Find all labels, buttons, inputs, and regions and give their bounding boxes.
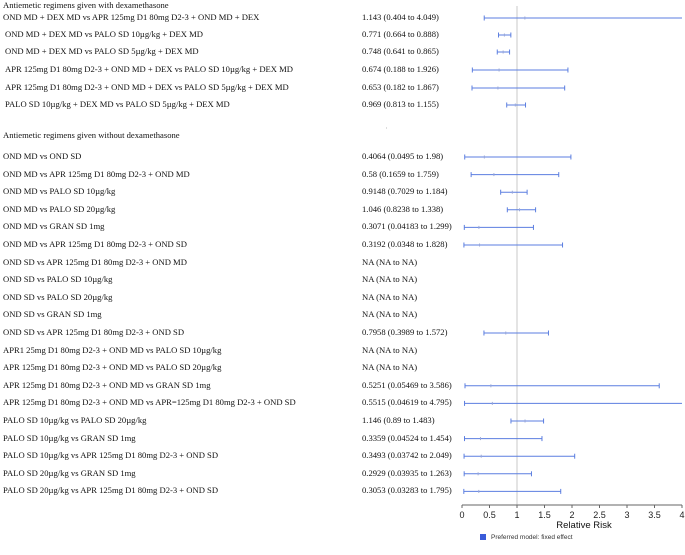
row-label: OND SD vs PALO SD 20µg/kg bbox=[3, 291, 113, 302]
row-label: APR 125mg D1 80mg D2-3 + OND MD vs APR=1… bbox=[3, 397, 296, 408]
row-estimate: 1.146 (0.89 to 1.483) bbox=[362, 415, 435, 425]
row-label: OND MD + DEX MD vs APR 125mg D1 80mg D2-… bbox=[3, 12, 260, 22]
row-estimate: NA (NA to NA) bbox=[362, 344, 418, 355]
row-estimate: 0.771 (0.664 to 0.888) bbox=[362, 29, 439, 39]
legend-swatch bbox=[480, 534, 486, 541]
row-label: OND SD vs GRAN SD 1mg bbox=[3, 309, 102, 320]
row-label: APR 125mg D1 80mg D2-3 + OND MD + DEX vs… bbox=[5, 82, 289, 92]
row-label: PALO SD 10µg/kg vs APR 125mg D1 80mg D2-… bbox=[3, 450, 219, 461]
x-tick-label: 3.5 bbox=[648, 510, 661, 520]
row-estimate: 0.674 (0.188 to 1.926) bbox=[362, 64, 439, 74]
row-estimate: NA (NA to NA) bbox=[362, 362, 418, 373]
row-label: OND MD vs OND SD bbox=[3, 151, 82, 161]
row-estimate: 0.9148 (0.7029 to 1.184) bbox=[362, 186, 448, 197]
row-label: OND MD vs PALO SD 10µg/kg bbox=[3, 186, 116, 197]
row-estimate: 0.4064 (0.0495 to 1.98) bbox=[362, 151, 444, 161]
row-label: OND MD vs PALO SD 20µg/kg bbox=[3, 203, 116, 214]
x-axis-title: Relative Risk bbox=[556, 520, 612, 531]
row-label: PALO SD 10µg/kg vs PALO SD 20µg/kg bbox=[3, 415, 147, 425]
row-estimate: 0.748 (0.641 to 0.865) bbox=[362, 46, 439, 56]
row-label: OND MD + DEX MD vs PALO SD 5µg/kg + DEX … bbox=[5, 46, 199, 56]
x-tick-label: 3 bbox=[624, 510, 629, 520]
row-estimate: 1.046 (0.8238 to 1.338) bbox=[362, 203, 444, 214]
row-estimate: 0.969 (0.813 to 1.155) bbox=[362, 99, 439, 109]
row-estimate: NA (NA to NA) bbox=[362, 291, 418, 302]
row-estimate: NA (NA to NA) bbox=[362, 256, 418, 267]
row-estimate: 0.7958 (0.3989 to 1.572) bbox=[362, 327, 448, 337]
row-label: OND MD + DEX MD vs PALO SD 10µg/kg + DEX… bbox=[5, 29, 203, 39]
row-label: APR 125mg D1 80mg D2-3 + OND MD vs GRAN … bbox=[3, 379, 211, 390]
row-label: APR1 25mg D1 80mg D2-3 + OND MD vs PALO … bbox=[3, 344, 222, 355]
row-estimate: 1.143 (0.404 to 4.049) bbox=[362, 12, 439, 22]
row-label: OND MD vs APR 125mg D1 80mg D2-3 + OND M… bbox=[3, 168, 190, 179]
row-label: OND SD vs PALO SD 10µg/kg bbox=[3, 274, 113, 285]
row-label: APR 125mg D1 80mg D2-3 + OND MD + DEX vs… bbox=[5, 64, 293, 74]
row-estimate: NA (NA to NA) bbox=[362, 309, 418, 320]
x-tick-label: 2.5 bbox=[593, 510, 606, 520]
row-label: PALO SD 20µg/kg vs GRAN SD 1mg bbox=[3, 467, 136, 478]
row-label: APR 125mg D1 80mg D2-3 + OND MD vs PALO … bbox=[3, 362, 222, 373]
row-estimate: 0.3192 (0.0348 to 1.828) bbox=[362, 239, 448, 249]
row-label: OND MD vs APR 125mg D1 80mg D2-3 + OND S… bbox=[3, 239, 187, 249]
row-estimate: 0.2929 (0.03935 to 1.263) bbox=[362, 467, 452, 478]
group-header: Antiemetic regimens given with dexametha… bbox=[3, 0, 169, 10]
row-label: PALO SD 20µg/kg vs APR 125mg D1 80mg D2-… bbox=[3, 485, 219, 496]
row-label: PALO SD 10µg/kg + DEX MD vs PALO SD 5µg/… bbox=[5, 99, 230, 109]
x-tick-label: 1.5 bbox=[538, 510, 551, 520]
x-tick-label: 2 bbox=[569, 510, 574, 520]
row-label: OND MD vs GRAN SD 1mg bbox=[3, 221, 105, 232]
x-tick-label: 0.5 bbox=[483, 510, 496, 520]
row-label: PALO SD 10µg/kg vs GRAN SD 1mg bbox=[3, 432, 136, 443]
row-label: OND SD vs APR 125mg D1 80mg D2-3 + OND S… bbox=[3, 327, 185, 337]
row-label: OND SD vs APR 125mg D1 80mg D2-3 + OND M… bbox=[3, 256, 187, 267]
row-estimate: NA (NA to NA) bbox=[362, 274, 418, 285]
row-estimate: 0.3071 (0.04183 to 1.299) bbox=[362, 221, 452, 232]
row-estimate: 0.3053 (0.03283 to 1.795) bbox=[362, 485, 452, 496]
row-estimate: 0.3493 (0.03742 to 2.049) bbox=[362, 450, 452, 461]
x-tick-label: 4 bbox=[679, 510, 684, 520]
group-header: Antiemetic regimens given without dexame… bbox=[3, 130, 180, 140]
row-estimate: 0.653 (0.182 to 1.867) bbox=[362, 82, 439, 92]
x-tick-label: 1 bbox=[514, 510, 519, 520]
row-estimate: 0.3359 (0.04524 to 1.454) bbox=[362, 432, 452, 443]
row-estimate: 0.5515 (0.04619 to 4.795) bbox=[362, 397, 452, 408]
row-estimate: 0.58 (0.1659 to 1.759) bbox=[362, 168, 439, 179]
legend: Preferred model: fixed effect bbox=[480, 534, 573, 541]
legend-label: Preferred model: fixed effect bbox=[491, 534, 573, 541]
row-estimate: 0.5251 (0.05469 to 3.586) bbox=[362, 379, 452, 390]
x-tick-label: 0 bbox=[459, 510, 464, 520]
